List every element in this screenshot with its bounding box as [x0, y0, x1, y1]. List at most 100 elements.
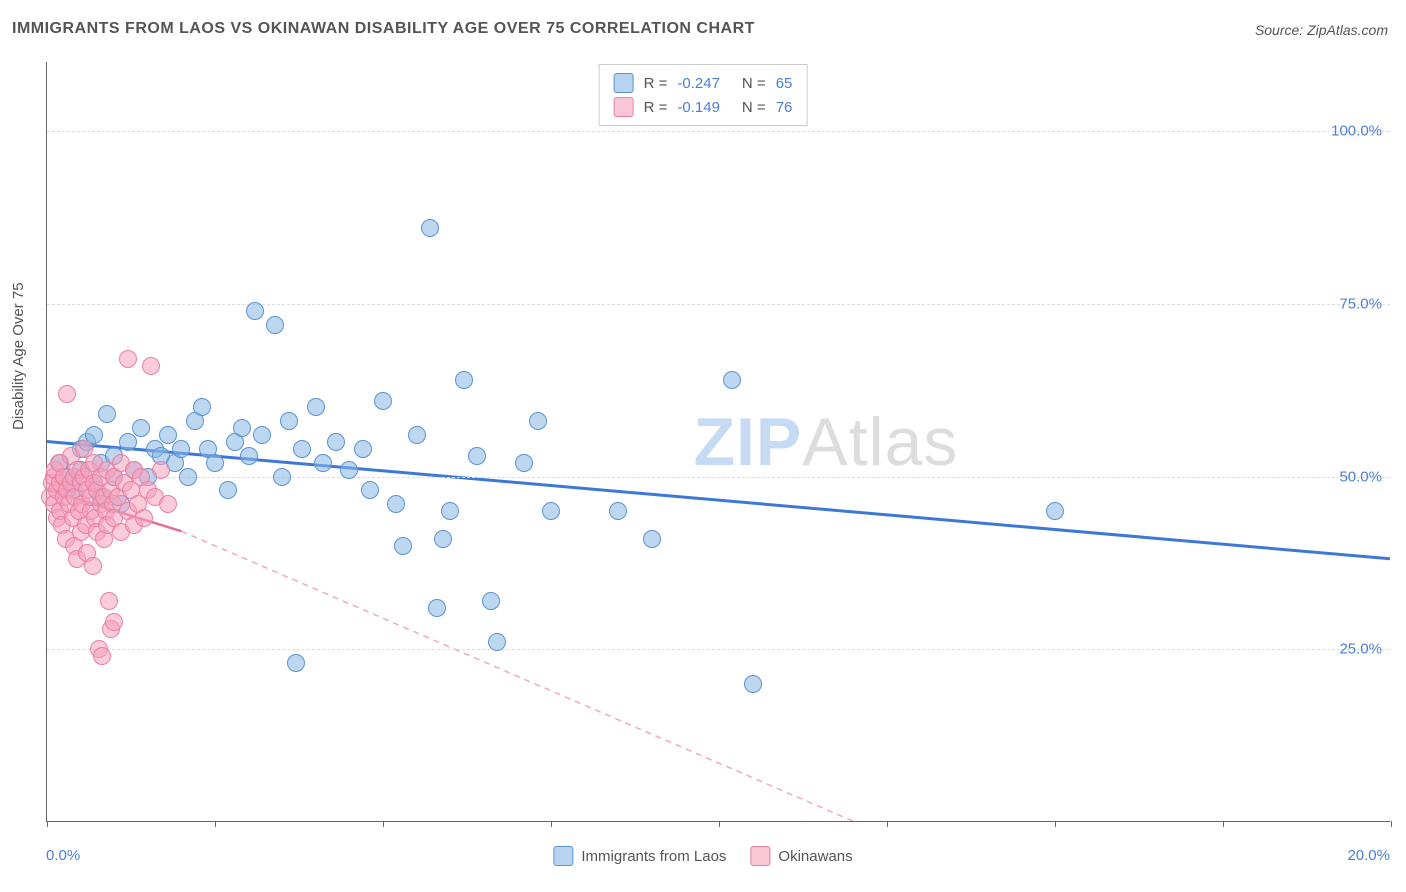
chart-container: IMMIGRANTS FROM LAOS VS OKINAWAN DISABIL… [0, 0, 1406, 892]
scatter-point-pink [135, 509, 153, 527]
scatter-point-blue [119, 433, 137, 451]
scatter-point-blue [314, 454, 332, 472]
x-axis-max-label: 20.0% [1347, 847, 1390, 864]
legend-n-blue: 65 [776, 75, 793, 92]
scatter-point-blue [515, 454, 533, 472]
x-tick [887, 821, 888, 827]
legend-label-blue: Immigrants from Laos [581, 848, 726, 865]
scatter-point-blue [280, 412, 298, 430]
scatter-point-blue [98, 405, 116, 423]
legend-stats-row-blue: R = -0.247 N = 65 [614, 71, 793, 95]
scatter-point-blue [327, 433, 345, 451]
trend-lines-svg [47, 62, 1390, 821]
plot-area: ZIPAtlas 25.0% 50.0% 75.0% 100.0% [46, 62, 1390, 822]
x-tick [1223, 821, 1224, 827]
legend-r-pink: -0.149 [677, 99, 720, 116]
scatter-point-blue [482, 592, 500, 610]
y-tick-label: 25.0% [1339, 641, 1382, 658]
scatter-point-blue [287, 654, 305, 672]
gridline-h [47, 477, 1390, 478]
scatter-point-pink [152, 461, 170, 479]
scatter-point-blue [542, 502, 560, 520]
legend-label-pink: Okinawans [778, 848, 852, 865]
gridline-h [47, 131, 1390, 132]
scatter-point-pink [84, 557, 102, 575]
legend-r-label: R = [644, 99, 668, 116]
watermark-atlas: Atlas [802, 404, 958, 480]
scatter-point-blue [240, 447, 258, 465]
legend-n-label: N = [742, 75, 766, 92]
scatter-point-blue [441, 502, 459, 520]
scatter-point-blue [206, 454, 224, 472]
scatter-point-blue [193, 398, 211, 416]
legend-series: Immigrants from Laos Okinawans [553, 846, 852, 866]
x-tick [1391, 821, 1392, 827]
legend-stats-row-pink: R = -0.149 N = 76 [614, 95, 793, 119]
scatter-point-blue [266, 316, 284, 334]
legend-n-pink: 76 [776, 99, 793, 116]
legend-stats: R = -0.247 N = 65 R = -0.149 N = 76 [599, 64, 808, 126]
y-tick-label: 75.0% [1339, 295, 1382, 312]
scatter-point-blue [408, 426, 426, 444]
x-tick [383, 821, 384, 827]
scatter-point-pink [100, 592, 118, 610]
scatter-point-blue [354, 440, 372, 458]
scatter-point-pink [105, 613, 123, 631]
x-tick [215, 821, 216, 827]
y-axis-title: Disability Age Over 75 [10, 282, 27, 430]
scatter-point-blue [428, 599, 446, 617]
watermark: ZIPAtlas [693, 403, 958, 481]
scatter-point-blue [455, 371, 473, 389]
scatter-point-blue [172, 440, 190, 458]
scatter-point-blue [387, 495, 405, 513]
scatter-point-blue [246, 302, 264, 320]
source-label: Source: ZipAtlas.com [1255, 22, 1388, 38]
x-tick [1055, 821, 1056, 827]
legend-swatch-pink [614, 97, 634, 117]
legend-swatch-pink [750, 846, 770, 866]
scatter-point-blue [307, 398, 325, 416]
scatter-point-blue [253, 426, 271, 444]
x-tick [551, 821, 552, 827]
scatter-point-blue [421, 219, 439, 237]
legend-series-pink: Okinawans [750, 846, 852, 866]
scatter-point-blue [643, 530, 661, 548]
y-tick-label: 100.0% [1331, 123, 1382, 140]
legend-r-blue: -0.247 [677, 75, 720, 92]
legend-swatch-blue [614, 73, 634, 93]
chart-title: IMMIGRANTS FROM LAOS VS OKINAWAN DISABIL… [12, 20, 755, 38]
scatter-point-blue [744, 675, 762, 693]
scatter-point-blue [468, 447, 486, 465]
x-axis-min-label: 0.0% [46, 847, 80, 864]
scatter-point-blue [293, 440, 311, 458]
x-tick [719, 821, 720, 827]
x-tick [47, 821, 48, 827]
scatter-point-blue [434, 530, 452, 548]
scatter-point-blue [273, 468, 291, 486]
scatter-point-pink [159, 495, 177, 513]
legend-r-label: R = [644, 75, 668, 92]
scatter-point-blue [394, 537, 412, 555]
scatter-point-blue [340, 461, 358, 479]
scatter-point-blue [374, 392, 392, 410]
legend-n-label: N = [742, 99, 766, 116]
scatter-point-blue [361, 481, 379, 499]
scatter-point-blue [609, 502, 627, 520]
scatter-point-blue [179, 468, 197, 486]
scatter-point-pink [142, 357, 160, 375]
scatter-point-blue [488, 633, 506, 651]
gridline-h [47, 649, 1390, 650]
scatter-point-pink [119, 350, 137, 368]
scatter-point-pink [58, 385, 76, 403]
scatter-point-blue [219, 481, 237, 499]
scatter-point-blue [233, 419, 251, 437]
scatter-point-blue [132, 419, 150, 437]
legend-series-blue: Immigrants from Laos [553, 846, 726, 866]
scatter-point-pink [93, 647, 111, 665]
scatter-point-blue [529, 412, 547, 430]
watermark-zip: ZIP [693, 404, 802, 480]
scatter-point-blue [1046, 502, 1064, 520]
y-tick-label: 50.0% [1339, 468, 1382, 485]
legend-swatch-blue [553, 846, 573, 866]
scatter-point-blue [723, 371, 741, 389]
